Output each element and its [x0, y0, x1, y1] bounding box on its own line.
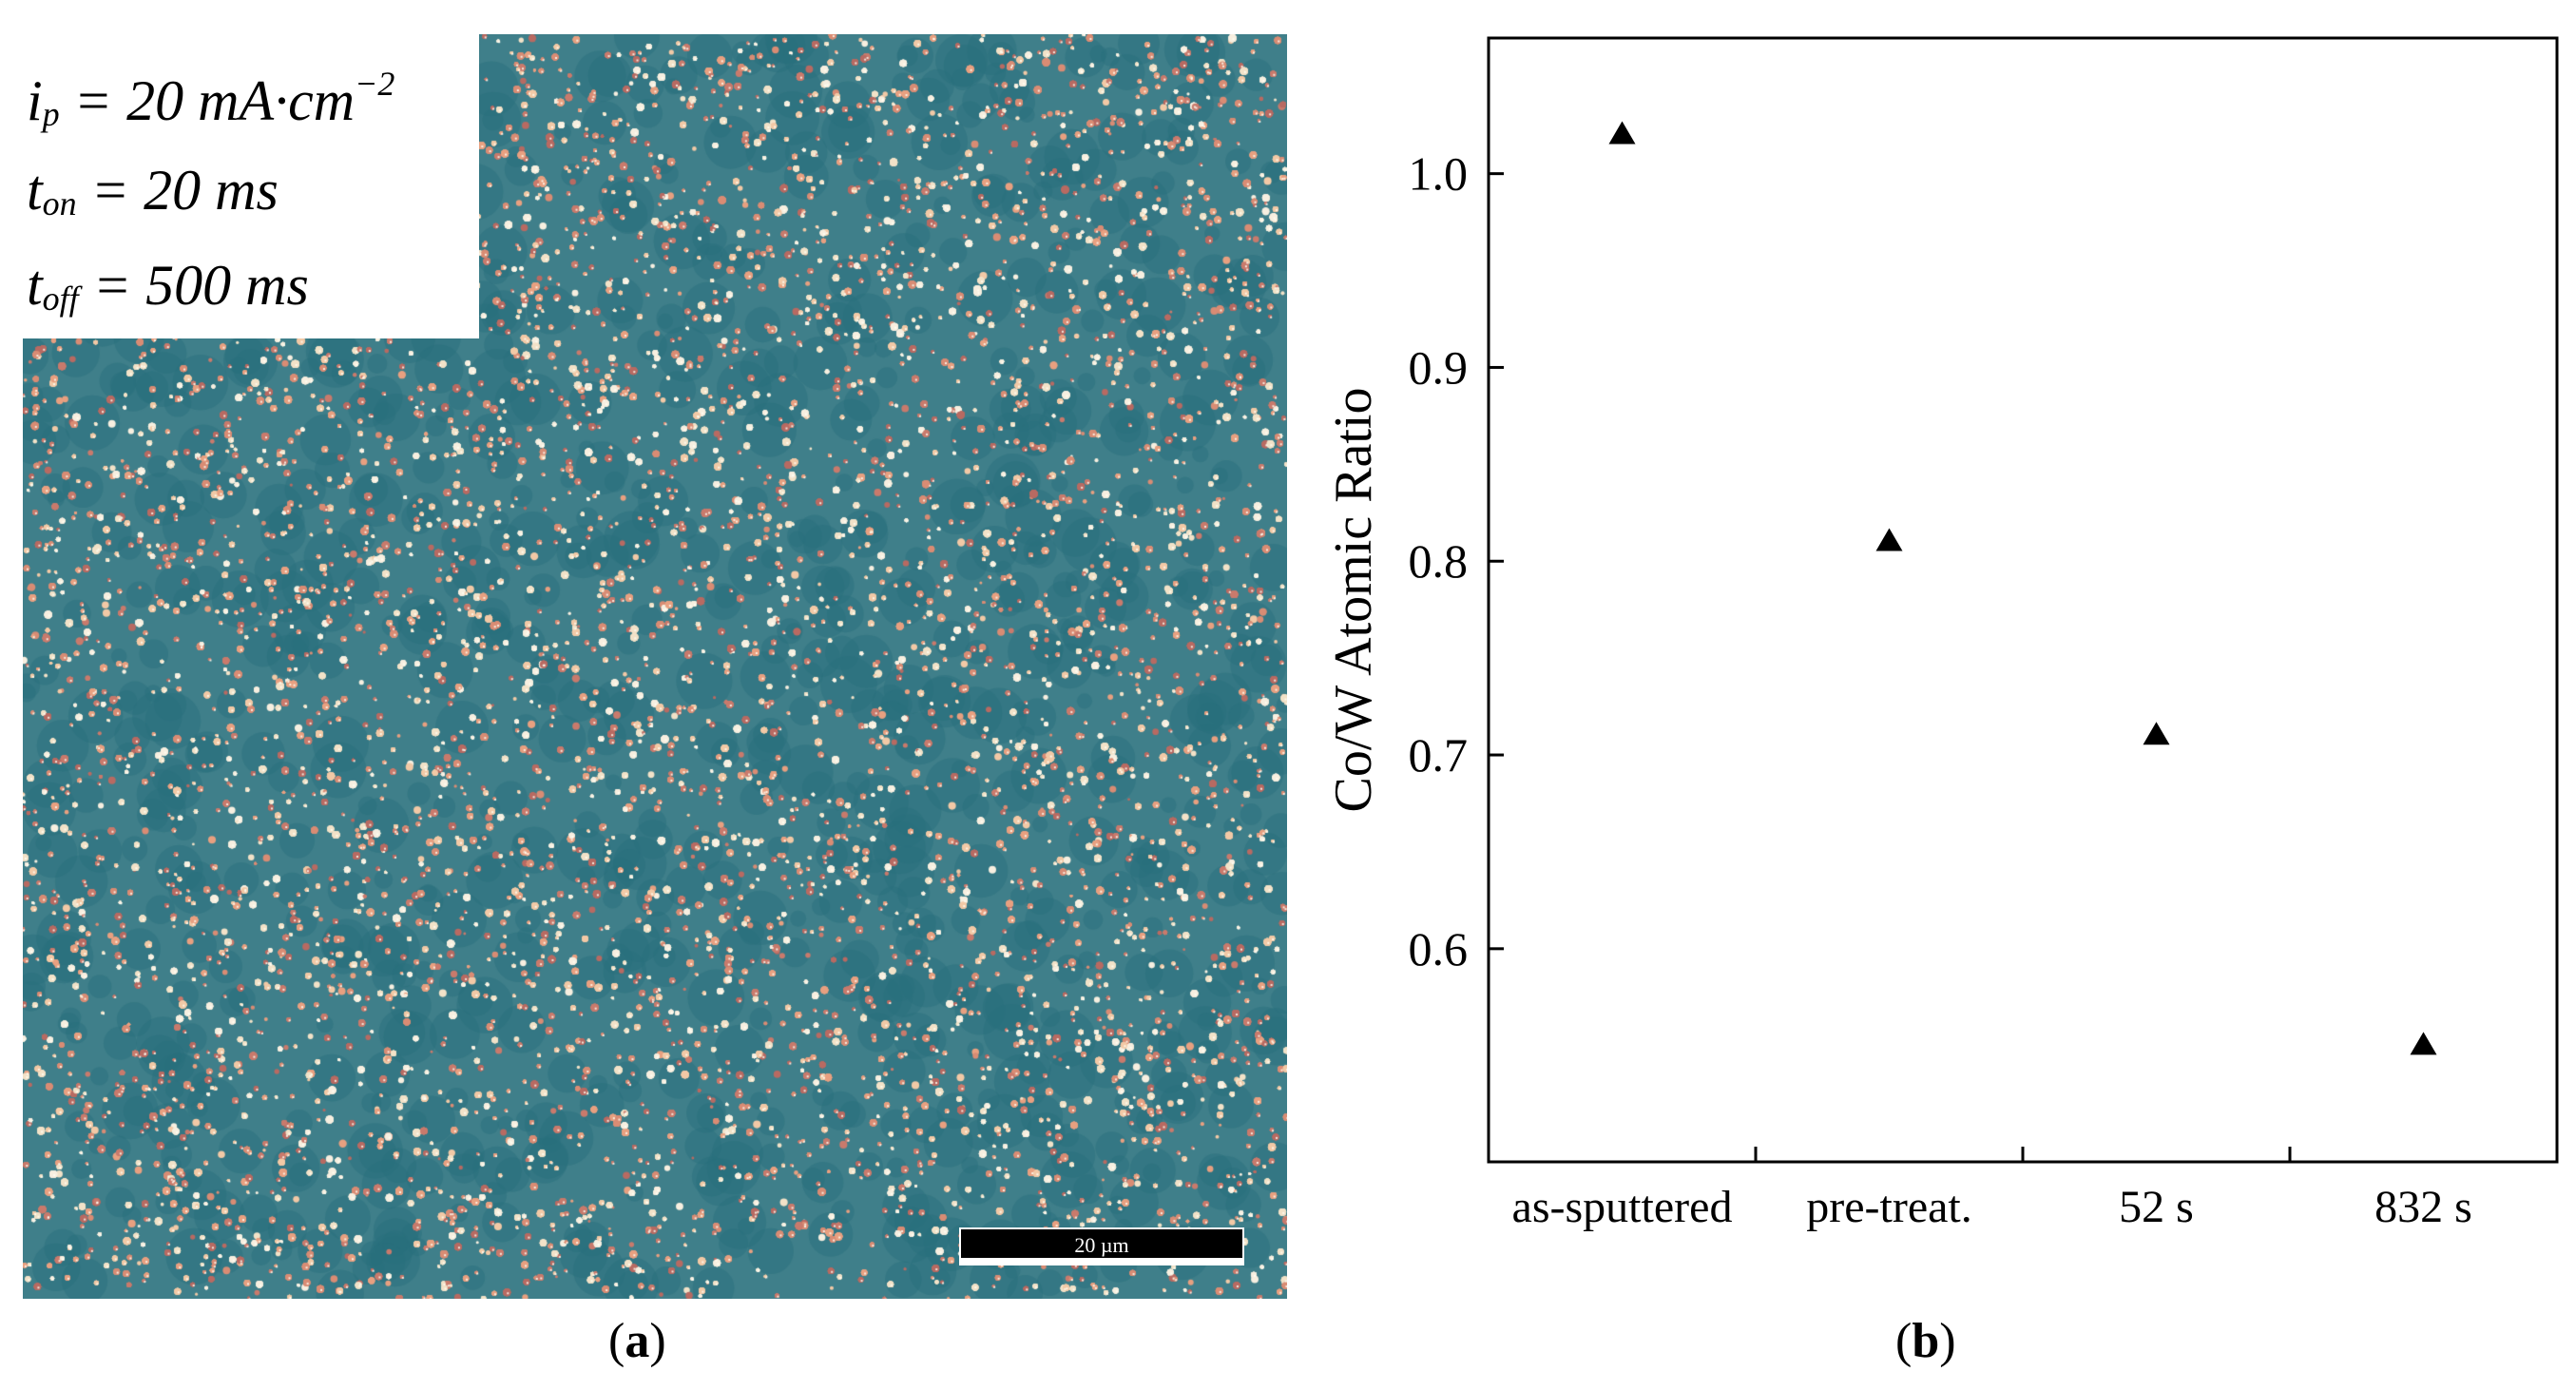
x-category-label: as-sputtered	[1512, 1182, 1733, 1232]
x-axis-ticks: as-sputtered pre-treat. 52 s 832 s	[1512, 1147, 2472, 1232]
caption-a: (a)	[608, 1314, 666, 1368]
y-axis-label: Co/W Atomic Ratio	[1324, 388, 1383, 813]
data-point-triangle	[1875, 528, 1903, 551]
y-tick-label: 0.9	[1409, 340, 1469, 394]
data-points	[1608, 121, 2437, 1055]
data-point-triangle	[1608, 121, 1636, 145]
data-point-triangle	[2143, 722, 2170, 745]
y-axis-ticks: 0.6 0.7 0.8 0.9 1.0	[1409, 147, 1504, 976]
current-density-param: ip = 20 mA·cm−2	[27, 65, 395, 133]
y-tick-label: 0.6	[1409, 922, 1469, 976]
y-tick-label: 0.7	[1409, 728, 1469, 782]
y-tick-label: 1.0	[1409, 147, 1469, 201]
caption-b: (b)	[1895, 1314, 1956, 1368]
scale-bar-fill: 20 µm	[961, 1229, 1242, 1258]
scale-bar-label: 20 µm	[1074, 1233, 1129, 1257]
parameter-box: ip = 20 mA·cm−2 ton = 20 ms toff = 500 m…	[23, 34, 479, 338]
plot-frame	[1487, 36, 2559, 1164]
y-tick-label: 0.8	[1409, 534, 1469, 588]
x-category-label: 52 s	[2119, 1182, 2194, 1232]
micrograph-panel: ip = 20 mA·cm−2 ton = 20 ms toff = 500 m…	[23, 34, 1287, 1299]
scale-bar: 20 µm	[959, 1227, 1244, 1265]
x-category-label: 832 s	[2374, 1182, 2472, 1232]
on-time-param: ton = 20 ms	[27, 159, 279, 222]
data-point-triangle	[2410, 1032, 2437, 1055]
off-time-param: toff = 500 ms	[27, 254, 309, 318]
x-category-label: pre-treat.	[1806, 1182, 1972, 1232]
